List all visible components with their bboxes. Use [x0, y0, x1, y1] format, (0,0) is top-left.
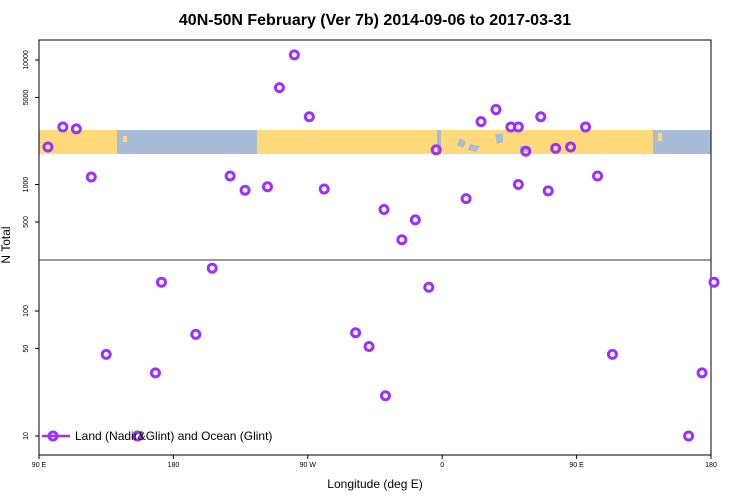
- data-point: [430, 144, 442, 156]
- y-tick-label: 10000: [23, 50, 30, 70]
- data-point: [409, 214, 421, 226]
- legend: Land (Nadir&Glint) and Ocean (Glint): [42, 429, 272, 443]
- data-point: [696, 367, 708, 379]
- data-point: [542, 185, 554, 197]
- data-points: [42, 49, 720, 442]
- data-point: [85, 171, 97, 183]
- data-point: [708, 276, 720, 288]
- data-point: [42, 141, 54, 153]
- data-point: [206, 262, 218, 274]
- data-point: [592, 170, 604, 182]
- data-point: [155, 276, 167, 288]
- data-point: [379, 390, 391, 402]
- y-axis-label: N Total: [0, 226, 13, 263]
- data-point: [100, 348, 112, 360]
- data-point: [683, 430, 695, 442]
- data-point: [149, 367, 161, 379]
- x-tick-label: 90 W: [300, 462, 317, 469]
- data-point: [490, 104, 502, 116]
- x-axis: 90 E 180 90 W 0 90 E 180: [32, 455, 717, 469]
- x-tick-label: 0: [440, 462, 444, 469]
- data-point: [132, 430, 144, 442]
- data-point: [550, 142, 562, 154]
- data-point: [190, 328, 202, 340]
- data-point: [475, 116, 487, 128]
- map-strip: [39, 130, 711, 154]
- map-land-north-america: [257, 130, 437, 154]
- data-point: [261, 181, 273, 193]
- data-point: [520, 145, 532, 157]
- map-land-island-pacific: [658, 133, 662, 141]
- legend-label: Land (Nadir&Glint) and Ocean (Glint): [75, 429, 272, 443]
- chart-title: 40N-50N February (Ver 7b) 2014-09-06 to …: [179, 12, 571, 29]
- y-tick-label: 1000: [23, 177, 30, 193]
- y-tick-label: 50: [23, 345, 30, 353]
- data-point: [580, 121, 592, 133]
- data-point: [512, 121, 524, 133]
- y-tick-label: 10: [23, 432, 30, 440]
- data-point: [378, 204, 390, 216]
- data-point: [606, 348, 618, 360]
- data-point: [303, 111, 315, 123]
- data-point: [396, 234, 408, 246]
- x-tick-label: 180: [705, 462, 717, 469]
- y-tick-label: 100: [23, 305, 30, 317]
- data-point: [288, 49, 300, 61]
- map-inland-seas: [457, 134, 530, 152]
- x-tick-label: 180: [168, 462, 180, 469]
- plot-frame: [38, 39, 712, 456]
- y-tick-label: 500: [23, 216, 30, 228]
- data-point: [318, 183, 330, 195]
- x-tick-label: 90 E: [32, 462, 47, 469]
- data-point: [512, 179, 524, 191]
- data-point: [224, 170, 236, 182]
- data-point: [363, 340, 375, 352]
- data-point: [565, 141, 577, 153]
- x-tick-label: 90 E: [569, 462, 584, 469]
- data-point: [273, 82, 285, 94]
- data-point: [350, 327, 362, 339]
- data-point: [57, 121, 69, 133]
- data-point: [70, 123, 82, 135]
- legend-marker: [47, 430, 59, 442]
- map-land-island-japan: [123, 136, 127, 142]
- data-point: [460, 193, 472, 205]
- data-point: [535, 111, 547, 123]
- data-point: [239, 184, 251, 196]
- x-axis-label: Longitude (deg E): [327, 477, 422, 491]
- data-point: [423, 281, 435, 293]
- y-axis: 500 1000 5000 10000 10 50 100: [23, 50, 39, 440]
- y-tick-label: 5000: [23, 90, 30, 106]
